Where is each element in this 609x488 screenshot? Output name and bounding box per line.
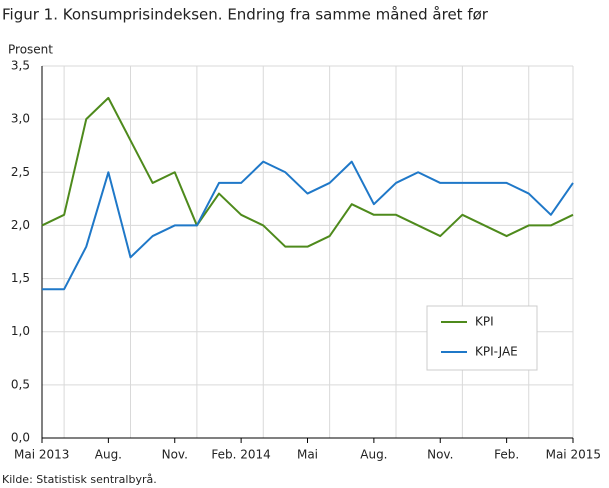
y-tick-label: 3,5 — [11, 59, 30, 73]
chart-title: Figur 1. Konsumprisindeksen. Endring fra… — [2, 6, 489, 24]
line — [41, 96, 574, 248]
y-tick-label: 1,0 — [11, 324, 30, 338]
y-tick-label: 0,0 — [11, 431, 30, 445]
y-tick-label: 0,5 — [11, 377, 30, 391]
y-tick-label: 3,0 — [11, 112, 30, 126]
x-tick-label: Feb. 2014 — [211, 448, 270, 462]
x-tick-label: Mai 2013 — [14, 448, 69, 462]
x-tick-label: Feb. — [494, 448, 519, 462]
y-tick-label: 1,5 — [11, 271, 30, 285]
line — [42, 160, 574, 291]
y-tick-label: 2,5 — [11, 165, 30, 179]
x-tick-label: Nov. — [427, 448, 453, 462]
x-tick-label: Mai — [297, 448, 318, 462]
y-axis-label: Prosent — [8, 43, 53, 57]
x-tick-label: Aug. — [95, 448, 122, 462]
y-tick-label: 2,0 — [11, 218, 30, 232]
x-tick-label: Mai 2015 — [546, 448, 601, 462]
legend-label: KPI — [475, 315, 494, 329]
legend-box — [426, 305, 538, 371]
source: Kilde: Statistisk sentralbyrå. — [2, 473, 157, 486]
x-tick-label: Nov. — [162, 448, 188, 462]
x-tick-label: Aug. — [360, 448, 387, 462]
legend-label: KPI-JAE — [475, 345, 518, 359]
